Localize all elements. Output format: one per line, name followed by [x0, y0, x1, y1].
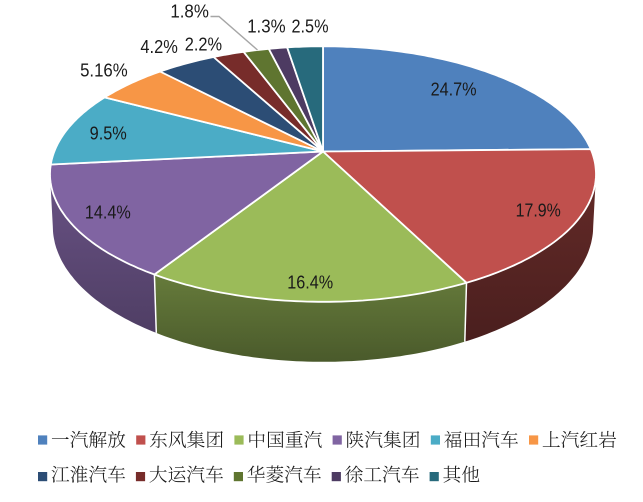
svg-text:9.5%: 9.5% [90, 122, 127, 143]
svg-text:1.3%: 1.3% [247, 15, 285, 36]
svg-text:24.7%: 24.7% [431, 79, 477, 100]
svg-text:2.5%: 2.5% [292, 15, 329, 36]
svg-text:4.2%: 4.2% [140, 36, 177, 57]
svg-text:5.16%: 5.16% [80, 59, 128, 80]
svg-text:14.4%: 14.4% [85, 201, 131, 222]
svg-text:17.9%: 17.9% [516, 200, 561, 221]
svg-text:2.2%: 2.2% [185, 34, 222, 55]
svg-text:1.8%: 1.8% [170, 1, 209, 22]
svg-text:16.4%: 16.4% [287, 271, 333, 292]
